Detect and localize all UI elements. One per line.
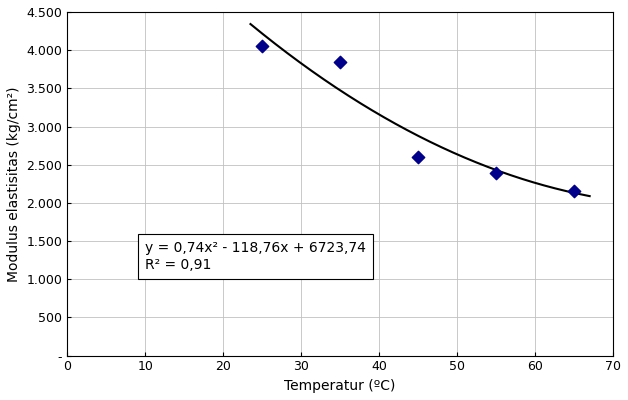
Point	[491, 170, 501, 176]
Point	[335, 58, 345, 65]
Point	[257, 43, 267, 50]
Point	[413, 154, 423, 160]
Y-axis label: Modulus elastisitas (kg/cm²): Modulus elastisitas (kg/cm²)	[7, 86, 21, 282]
X-axis label: Temperatur (ºC): Temperatur (ºC)	[284, 379, 396, 393]
Point	[569, 188, 579, 195]
Text: y = 0,74x² - 118,76x + 6723,74
R² = 0,91: y = 0,74x² - 118,76x + 6723,74 R² = 0,91	[145, 242, 366, 272]
